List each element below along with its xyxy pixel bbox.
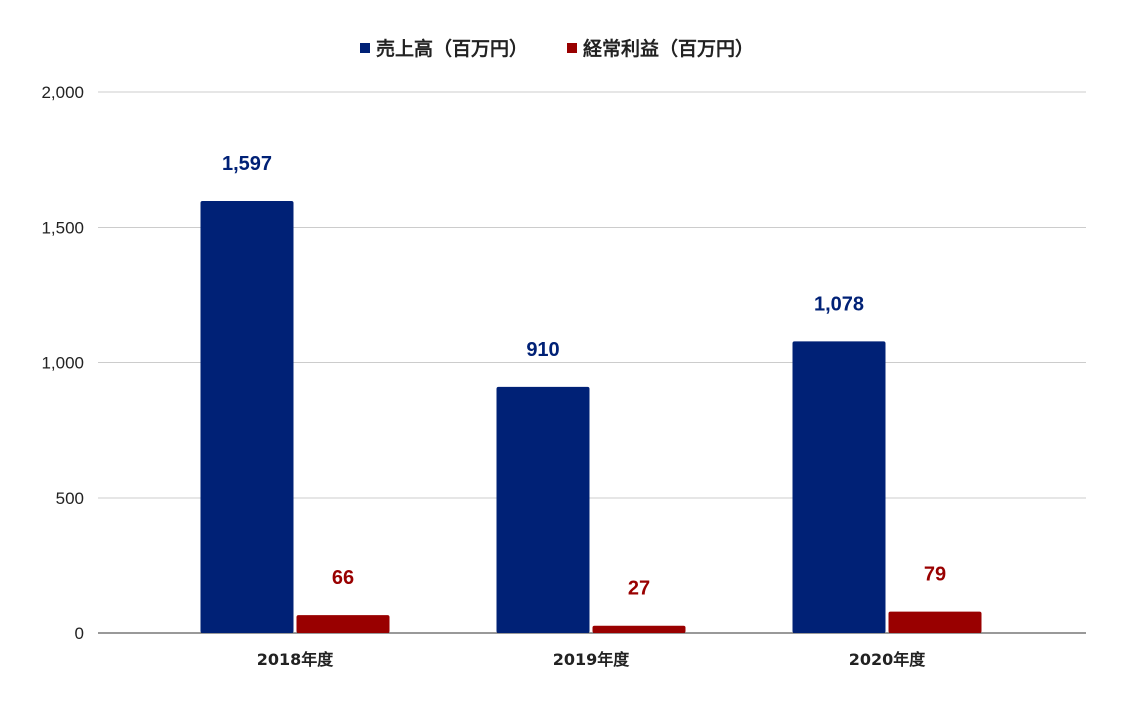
data-label: 910	[526, 339, 559, 361]
y-tick-label: 1,000	[41, 354, 84, 373]
legend-label: 経常利益（百万円）	[583, 37, 754, 60]
y-axis-ticks: 0 500 1,000 1,500 2,000	[41, 83, 84, 643]
bar-sales	[496, 386, 590, 633]
x-axis-categories: 2018年度 2019年度 2020年度	[257, 650, 927, 669]
y-tick-label: 500	[56, 489, 84, 508]
bars	[200, 201, 982, 633]
bar-sales	[792, 341, 886, 633]
data-label: 79	[924, 564, 946, 586]
x-category-label: 2019年度	[553, 650, 631, 669]
data-labels: 1,597 910 1,078 66 27 79	[222, 153, 946, 600]
legend-swatch	[360, 43, 370, 53]
y-tick-label: 1,500	[41, 218, 84, 237]
data-label: 1,597	[222, 153, 272, 175]
data-label: 1,078	[814, 293, 864, 315]
bar-ordinary-profit	[592, 625, 686, 633]
y-tick-label: 2,000	[41, 83, 84, 102]
x-category-label: 2020年度	[849, 650, 927, 669]
data-label: 66	[332, 567, 354, 589]
bar-ordinary-profit	[888, 611, 982, 633]
y-tick-label: 0	[75, 624, 84, 643]
legend-swatch	[567, 43, 577, 53]
legend: 売上高（百万円） 経常利益（百万円）	[360, 37, 754, 60]
x-category-label: 2018年度	[257, 650, 335, 669]
legend-label: 売上高（百万円）	[376, 37, 528, 60]
data-label: 27	[628, 578, 650, 600]
bar-ordinary-profit	[296, 615, 390, 633]
bar-sales	[200, 201, 294, 633]
